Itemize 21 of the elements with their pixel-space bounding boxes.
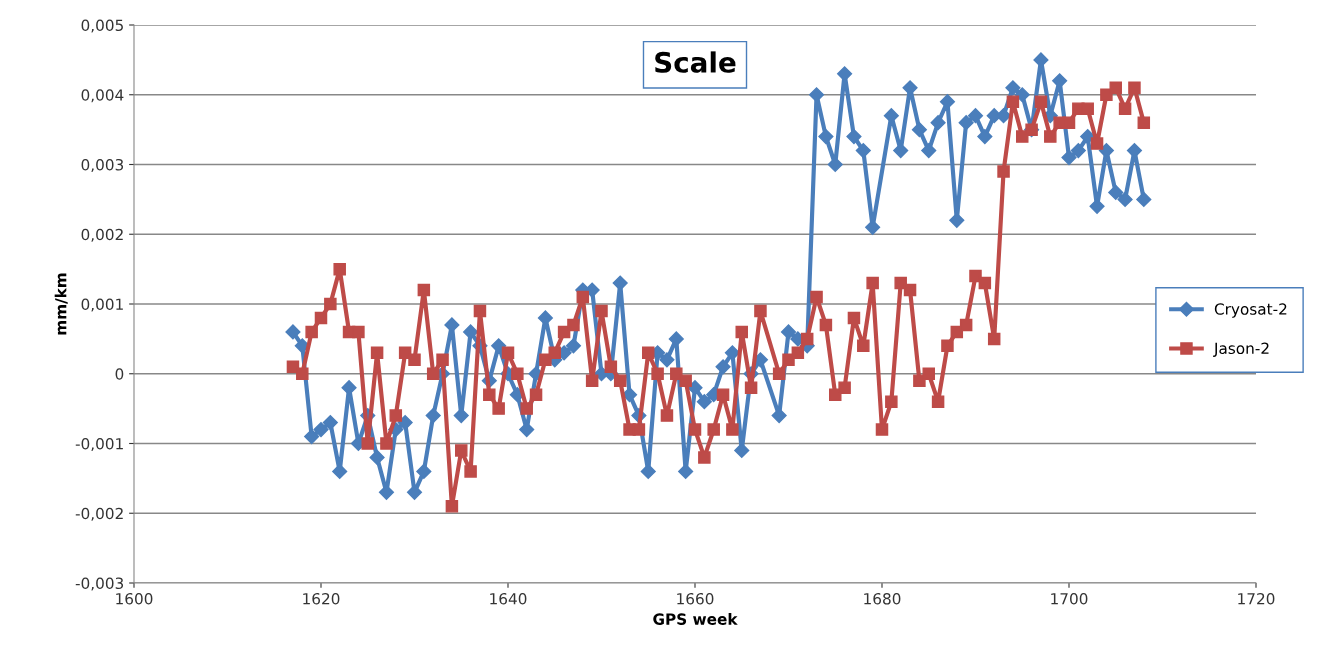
y-axis-title: mm/km [54, 273, 68, 335]
x-tick-label: 1660 [677, 592, 714, 605]
y-tick-label: 0,003 [81, 158, 124, 173]
legend-label: Cryosat-2 [1214, 303, 1287, 318]
x-tick-label: 1680 [864, 592, 901, 605]
y-tick-label: -0,001 [75, 437, 123, 452]
x-tick-label: 1720 [1238, 592, 1275, 605]
x-tick-label: 1600 [116, 592, 153, 605]
y-tick-label: 0,002 [81, 228, 123, 242]
legend-label: Jason-2 [1213, 342, 1269, 357]
x-tick-label: 1620 [303, 592, 340, 605]
x-axis-title: GPS week [653, 613, 738, 625]
y-tick-label: -0,003 [75, 577, 124, 591]
y-tick-label: 0,004 [81, 89, 124, 103]
y-tick-label: -0,002 [75, 507, 123, 521]
x-tick-label: 1700 [1051, 592, 1088, 605]
y-tick-label: 0 [115, 368, 124, 380]
x-tick-label: 1640 [490, 592, 527, 605]
y-tick-label: 0,001 [81, 298, 123, 312]
y-tick-label: 0,005 [81, 19, 123, 33]
text: Scale [655, 51, 736, 73]
